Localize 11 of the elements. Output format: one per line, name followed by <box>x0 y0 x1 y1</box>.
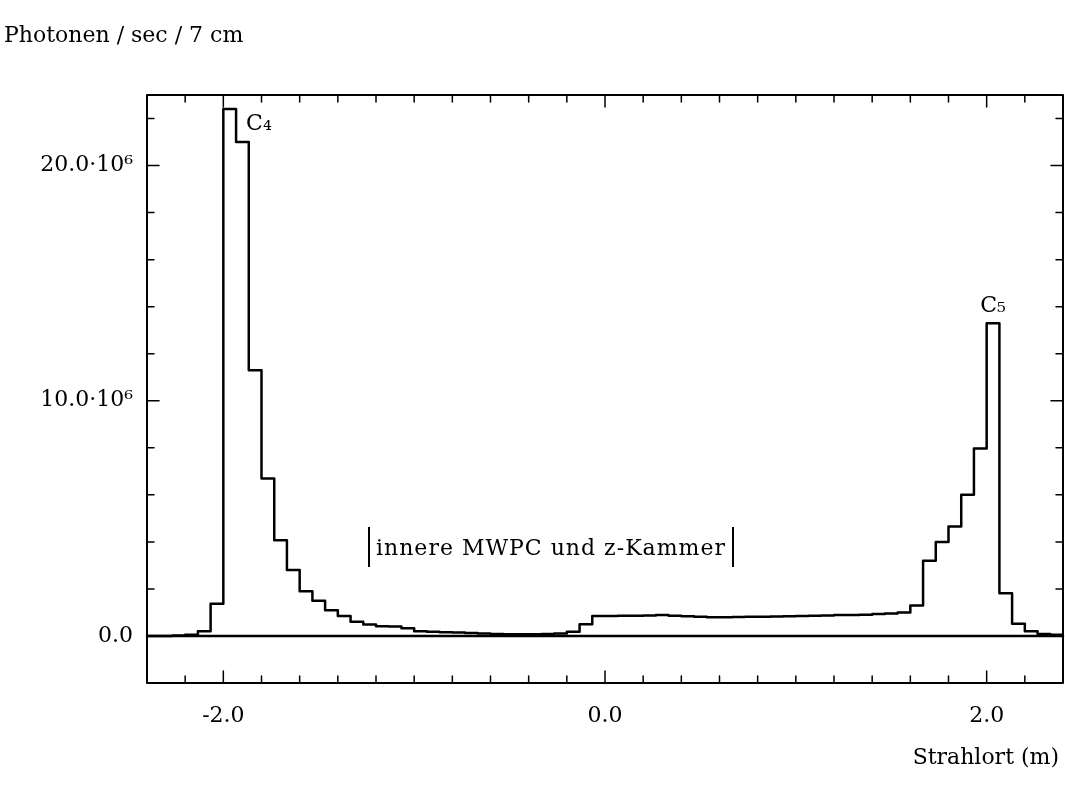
x-tick-label: 0.0 <box>587 701 623 727</box>
x-tick-label: -2.0 <box>202 701 245 727</box>
annotation: innere MWPC und z-Kammer <box>375 534 727 560</box>
y-tick-label: 10.0·10⁶ <box>40 386 134 412</box>
annotation: C₄ <box>246 109 272 135</box>
y-axis-title: Photonen / sec / 7 cm <box>4 21 244 47</box>
x-axis-title: Strahlort (m) <box>912 743 1059 769</box>
y-tick-label: 0.0 <box>98 621 133 647</box>
y-tick-label: 20.0·10⁶ <box>40 151 134 177</box>
annotation: C₅ <box>980 291 1006 317</box>
x-tick-label: 2.0 <box>969 701 1005 727</box>
